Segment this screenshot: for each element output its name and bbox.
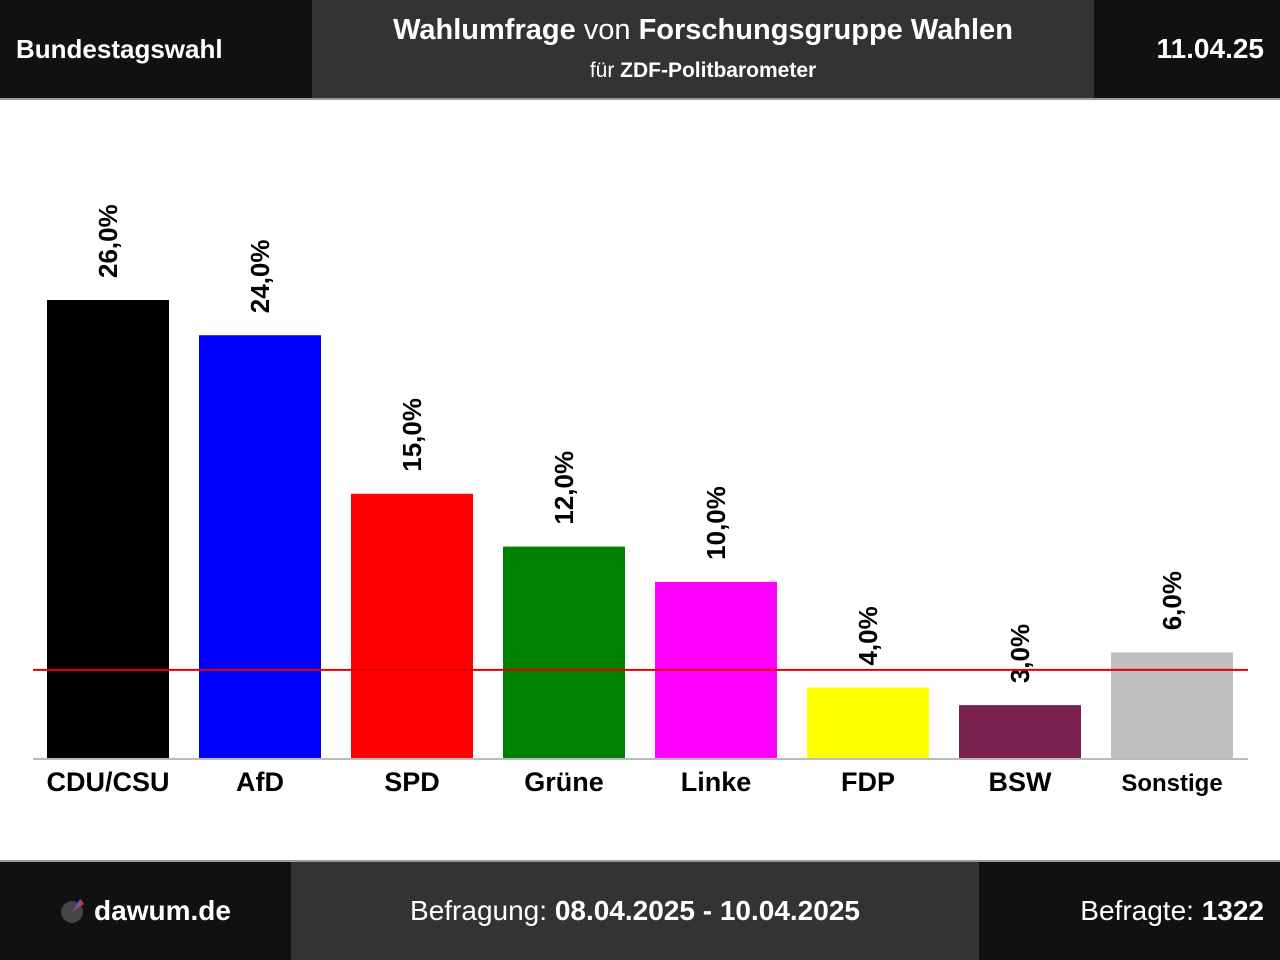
client-name: ZDF-Politbarometer: [620, 59, 817, 82]
category-label-spd: SPD: [384, 767, 440, 797]
value-label-bsw: 3,0%: [1005, 624, 1035, 683]
chart-subtitle: für ZDF-Politbarometer: [312, 59, 1094, 83]
dawum-logo-icon: [61, 899, 85, 923]
respondents-block: Befragte: 1322: [979, 862, 1280, 960]
value-label-afd: 24,0%: [245, 239, 275, 313]
value-label-linke: 10,0%: [701, 486, 731, 560]
bar-spd: [351, 493, 473, 758]
bar-chart: 26,0% CDU/CSU 24,0% AfD 15,0% SPD 12,0% Grüne 10…: [33, 204, 1248, 797]
respondents-value: 1322: [1201, 895, 1264, 926]
brand-name: dawum.de: [94, 895, 231, 926]
respondents-label: Befragte:: [1080, 895, 1202, 926]
category-label-cdu-csu: CDU/CSU: [46, 767, 169, 797]
value-label-spd: 15,0%: [397, 398, 427, 472]
category-label-grüne: Grüne: [524, 767, 604, 797]
survey-period-block: Befragung: 08.04.2025 - 10.04.2025: [291, 862, 979, 960]
bar-grüne: [503, 546, 625, 758]
value-label-cdu-csu: 26,0%: [93, 204, 123, 278]
value-label-grüne: 12,0%: [549, 451, 579, 525]
footer-bar: dawum.de Befragung: 08.04.2025 - 10.04.2…: [0, 860, 1280, 960]
bar-fdp: [807, 687, 929, 758]
bar-cdu-csu: [47, 300, 169, 758]
title-connector: von: [575, 14, 639, 46]
value-label-fdp: 4,0%: [853, 606, 883, 665]
pollster-name: Forschungsgruppe Wahlen: [638, 14, 1013, 46]
category-label-bsw: BSW: [989, 767, 1053, 797]
category-label-linke: Linke: [681, 767, 752, 797]
publication-date: 11.04.25: [1156, 33, 1264, 64]
category-label-fdp: FDP: [841, 767, 895, 797]
title-poll-word: Wahlumfrage: [393, 14, 576, 46]
chart-title: Wahlumfrage von Forschungsgruppe Wahlen: [312, 14, 1094, 47]
category-label-afd: AfD: [236, 767, 284, 797]
value-label-sonstige: 6,0%: [1157, 571, 1187, 630]
header-bar: Bundestagswahl Wahlumfrage von Forschung…: [0, 0, 1280, 100]
category-label-sonstige: Sonstige: [1121, 770, 1222, 797]
header-title-block: Wahlumfrage von Forschungsgruppe Wahlen …: [312, 0, 1094, 98]
survey-period-label: Befragung:: [410, 895, 555, 926]
survey-period-value: 08.04.2025 - 10.04.2025: [554, 895, 860, 926]
election-type: Bundestagswahl: [16, 33, 223, 64]
bar-afd: [199, 335, 321, 758]
bar-sonstige: [1111, 652, 1233, 758]
bar-bsw: [959, 705, 1081, 758]
brand-block: dawum.de: [0, 862, 291, 960]
subtitle-prefix: für: [589, 59, 621, 82]
